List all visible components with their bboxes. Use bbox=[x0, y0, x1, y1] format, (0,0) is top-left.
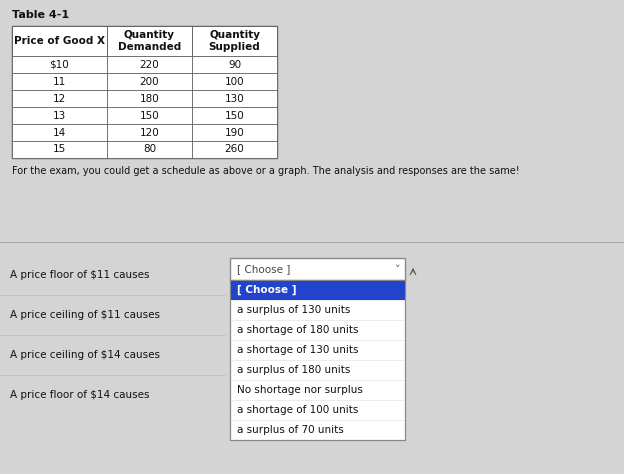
Bar bbox=[192, 73, 277, 90]
Bar bbox=[107, 26, 192, 56]
Bar bbox=[192, 141, 277, 158]
Text: 120: 120 bbox=[140, 128, 159, 137]
Text: No shortage nor surplus: No shortage nor surplus bbox=[237, 385, 363, 395]
Text: ˅: ˅ bbox=[395, 265, 401, 275]
Bar bbox=[230, 280, 405, 300]
Bar bbox=[192, 90, 277, 107]
Bar bbox=[107, 90, 192, 107]
Text: 100: 100 bbox=[225, 76, 245, 86]
Text: 80: 80 bbox=[143, 145, 156, 155]
Text: 90: 90 bbox=[228, 60, 241, 70]
Text: 15: 15 bbox=[53, 145, 66, 155]
Text: 150: 150 bbox=[225, 110, 245, 120]
Bar bbox=[12, 90, 107, 107]
Text: A price floor of $11 causes: A price floor of $11 causes bbox=[10, 270, 150, 280]
Text: 200: 200 bbox=[140, 76, 159, 86]
Text: Price of Good X: Price of Good X bbox=[14, 36, 105, 46]
Text: $10: $10 bbox=[50, 60, 69, 70]
Text: [ Choose ]: [ Choose ] bbox=[237, 264, 290, 274]
Text: [ Choose ]: [ Choose ] bbox=[237, 285, 296, 295]
Text: a shortage of 100 units: a shortage of 100 units bbox=[237, 405, 358, 415]
Text: a surplus of 180 units: a surplus of 180 units bbox=[237, 365, 350, 375]
Text: 130: 130 bbox=[225, 93, 245, 103]
Bar bbox=[107, 56, 192, 73]
Bar bbox=[192, 26, 277, 56]
Text: Table 4-1: Table 4-1 bbox=[12, 10, 69, 20]
Text: a surplus of 130 units: a surplus of 130 units bbox=[237, 305, 350, 315]
Text: 180: 180 bbox=[140, 93, 159, 103]
Text: 220: 220 bbox=[140, 60, 159, 70]
Bar bbox=[12, 141, 107, 158]
Bar bbox=[192, 124, 277, 141]
Text: 11: 11 bbox=[53, 76, 66, 86]
Text: 190: 190 bbox=[225, 128, 245, 137]
Bar bbox=[12, 73, 107, 90]
Text: Quantity
Demanded: Quantity Demanded bbox=[118, 30, 181, 52]
Bar bbox=[230, 280, 405, 440]
Bar bbox=[12, 26, 107, 56]
Text: 13: 13 bbox=[53, 110, 66, 120]
Bar bbox=[12, 26, 277, 158]
Bar bbox=[192, 107, 277, 124]
Text: 14: 14 bbox=[53, 128, 66, 137]
Text: A price ceiling of $11 causes: A price ceiling of $11 causes bbox=[10, 310, 160, 320]
Text: For the exam, you could get a schedule as above or a graph. The analysis and res: For the exam, you could get a schedule a… bbox=[12, 166, 520, 176]
Text: a surplus of 70 units: a surplus of 70 units bbox=[237, 425, 344, 435]
Bar bbox=[107, 141, 192, 158]
Text: a shortage of 130 units: a shortage of 130 units bbox=[237, 345, 359, 355]
Text: 12: 12 bbox=[53, 93, 66, 103]
Text: A price floor of $14 causes: A price floor of $14 causes bbox=[10, 390, 150, 400]
Text: A price ceiling of $14 causes: A price ceiling of $14 causes bbox=[10, 350, 160, 360]
Bar bbox=[107, 107, 192, 124]
Bar bbox=[230, 280, 405, 440]
Text: 260: 260 bbox=[225, 145, 245, 155]
Text: Quantity
Supplied: Quantity Supplied bbox=[208, 30, 260, 52]
Bar bbox=[230, 258, 405, 280]
Text: a shortage of 180 units: a shortage of 180 units bbox=[237, 325, 359, 335]
Bar bbox=[107, 124, 192, 141]
Bar bbox=[12, 107, 107, 124]
Bar bbox=[12, 124, 107, 141]
Text: 150: 150 bbox=[140, 110, 159, 120]
Bar bbox=[192, 56, 277, 73]
Bar bbox=[107, 73, 192, 90]
Bar bbox=[12, 56, 107, 73]
